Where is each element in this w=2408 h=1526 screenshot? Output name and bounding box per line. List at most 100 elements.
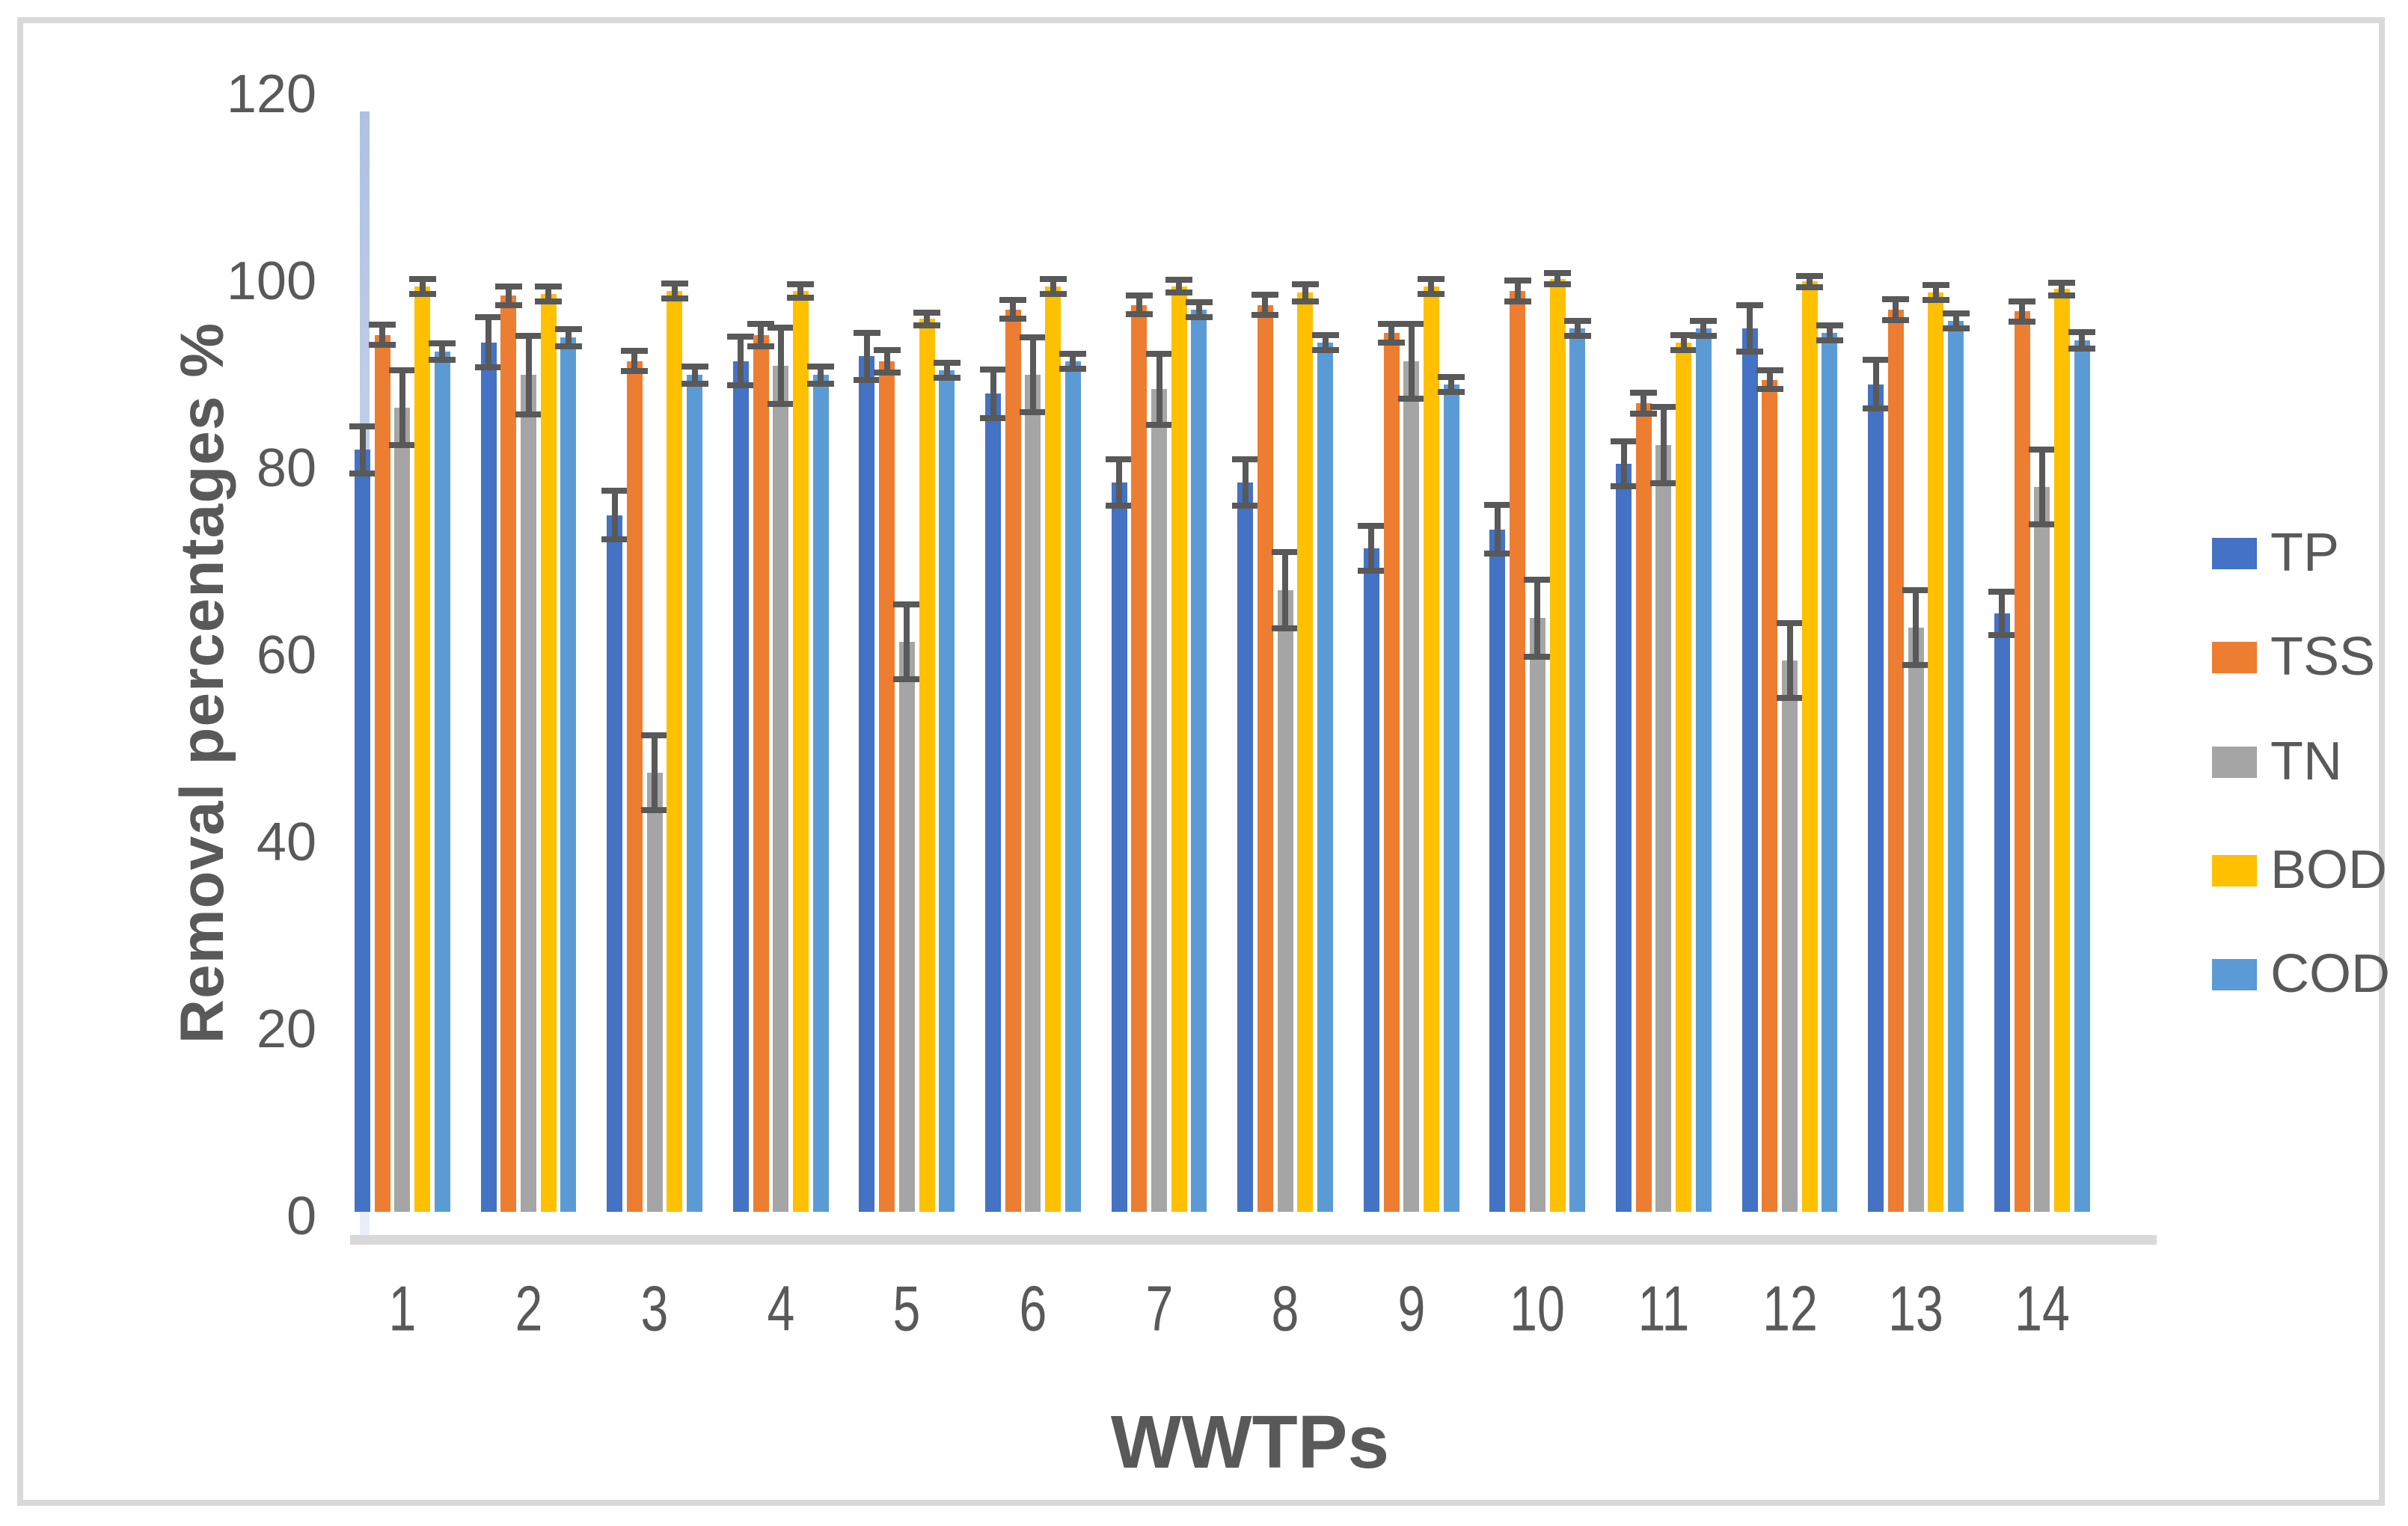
y-tick-label-40: 40: [256, 812, 316, 872]
error-cap-top-TSS-10: [1504, 278, 1531, 284]
error-cap-bottom-BOD-3: [661, 295, 688, 301]
error-bar-TSS-13: [1893, 299, 1899, 320]
error-cap-top-COD-5: [933, 360, 961, 366]
error-cap-top-TN-10: [1524, 577, 1551, 583]
legend-swatch-TN: [2212, 747, 2257, 778]
bar-TSS-8: [1257, 304, 1273, 1212]
error-cap-bottom-BOD-1: [408, 290, 436, 297]
bar-BOD-6: [1045, 286, 1061, 1212]
bar-TSS-13: [1887, 309, 1904, 1212]
bar-COD-10: [1569, 328, 1586, 1212]
error-cap-top-BOD-7: [1165, 276, 1193, 283]
error-cap-bottom-TN-4: [767, 401, 794, 407]
error-cap-top-TSS-4: [747, 320, 774, 327]
error-cap-bottom-COD-13: [1942, 325, 1970, 331]
error-bar-BOD-4: [797, 284, 804, 298]
error-cap-top-TSS-9: [1378, 320, 1405, 327]
error-bar-BOD-5: [924, 312, 930, 325]
error-cap-top-TSS-7: [1125, 292, 1153, 298]
error-bar-TN-9: [1408, 323, 1415, 399]
error-cap-bottom-TN-5: [893, 675, 921, 682]
error-cap-top-TN-7: [1145, 350, 1173, 357]
error-cap-bottom-TP-14: [1988, 631, 2016, 638]
x-tick-label-6: 6: [1019, 1273, 1047, 1345]
error-bar-TSS-5: [883, 349, 890, 373]
error-cap-bottom-BOD-10: [1544, 281, 1571, 287]
error-cap-bottom-TP-12: [1736, 349, 1764, 355]
error-cap-top-TN-4: [767, 324, 794, 331]
error-bar-TSS-3: [631, 350, 638, 372]
bar-TP-11: [1616, 464, 1632, 1212]
bar-BOD-9: [1423, 286, 1439, 1212]
error-cap-top-TP-9: [1358, 522, 1385, 529]
bar-COD-3: [687, 375, 702, 1212]
legend-label-TSS: TSS: [2270, 627, 2376, 687]
bar-TSS-14: [2014, 311, 2030, 1212]
x-axis-title: WWTPs: [1110, 1400, 1390, 1484]
error-cap-bottom-TN-12: [1776, 694, 1804, 701]
error-bar-BOD-9: [1428, 278, 1435, 294]
x-tick-label-14: 14: [2014, 1273, 2070, 1345]
error-cap-top-BOD-9: [1418, 275, 1445, 282]
error-cap-top-BOD-10: [1544, 270, 1571, 276]
bar-TP-6: [985, 393, 1001, 1212]
error-cap-bottom-TSS-11: [1630, 410, 1658, 417]
error-cap-bottom-BOD-2: [535, 298, 563, 304]
error-cap-bottom-TSS-1: [369, 342, 396, 349]
error-cap-bottom-TSS-3: [621, 368, 649, 375]
error-cap-bottom-COD-1: [429, 357, 456, 364]
y-tick-label-0: 0: [286, 1186, 316, 1246]
error-cap-top-TSS-13: [1882, 296, 1910, 302]
error-cap-top-TSS-6: [999, 297, 1027, 304]
bar-COD-8: [1317, 342, 1333, 1212]
bar-TSS-5: [879, 361, 895, 1212]
error-bar-TP-1: [359, 426, 366, 474]
error-bar-TP-14: [1999, 592, 2006, 635]
error-cap-bottom-BOD-14: [2048, 292, 2076, 298]
legend-swatch-TP: [2212, 538, 2257, 569]
error-bar-BOD-7: [1176, 279, 1183, 293]
error-cap-top-TP-7: [1106, 456, 1133, 462]
bar-TN-12: [1782, 660, 1798, 1212]
bar-TN-7: [1151, 389, 1167, 1212]
bar-TSS-10: [1510, 290, 1526, 1212]
legend-label-TN: TN: [2270, 732, 2342, 791]
x-tick-label-3: 3: [640, 1273, 669, 1345]
error-cap-top-TP-12: [1736, 301, 1764, 308]
x-tick-label-11: 11: [1637, 1273, 1690, 1345]
bar-TSS-11: [1635, 402, 1652, 1212]
bar-TP-14: [1994, 613, 2010, 1212]
error-bar-COD-7: [1195, 301, 1202, 317]
error-cap-top-TN-9: [1397, 320, 1425, 327]
error-bar-TSS-7: [1136, 295, 1142, 314]
error-cap-top-BOD-3: [661, 280, 688, 286]
bar-BOD-13: [1928, 292, 1944, 1212]
error-bar-TN-13: [1913, 589, 1920, 665]
error-cap-bottom-COD-12: [1816, 337, 1843, 343]
error-cap-top-COD-10: [1563, 317, 1591, 324]
error-bar-COD-1: [439, 343, 446, 361]
error-cap-bottom-TSS-13: [1882, 316, 1910, 323]
bar-TP-2: [480, 342, 497, 1212]
error-cap-top-TN-8: [1272, 548, 1299, 555]
bar-TN-4: [773, 365, 789, 1212]
error-cap-bottom-TN-6: [1019, 409, 1047, 416]
error-cap-top-COD-12: [1816, 322, 1843, 328]
bar-TN-9: [1403, 361, 1420, 1212]
error-cap-bottom-TP-5: [853, 376, 880, 383]
x-tick-label-13: 13: [1888, 1273, 1944, 1345]
bar-TN-11: [1655, 445, 1672, 1212]
error-cap-top-COD-1: [429, 340, 456, 346]
error-cap-top-COD-8: [1311, 331, 1339, 338]
bar-TN-13: [1908, 627, 1924, 1212]
error-cap-bottom-TSS-2: [494, 301, 522, 308]
error-cap-bottom-BOD-7: [1165, 289, 1193, 296]
bar-COD-12: [1822, 333, 1838, 1212]
error-cap-top-TSS-12: [1756, 367, 1783, 373]
error-bar-TN-8: [1282, 551, 1289, 628]
error-bar-TP-13: [1872, 360, 1879, 409]
error-cap-top-TSS-14: [2009, 298, 2035, 304]
bar-TSS-3: [626, 361, 643, 1212]
error-bar-COD-11: [1700, 320, 1707, 336]
error-cap-bottom-TSS-8: [1252, 312, 1279, 319]
